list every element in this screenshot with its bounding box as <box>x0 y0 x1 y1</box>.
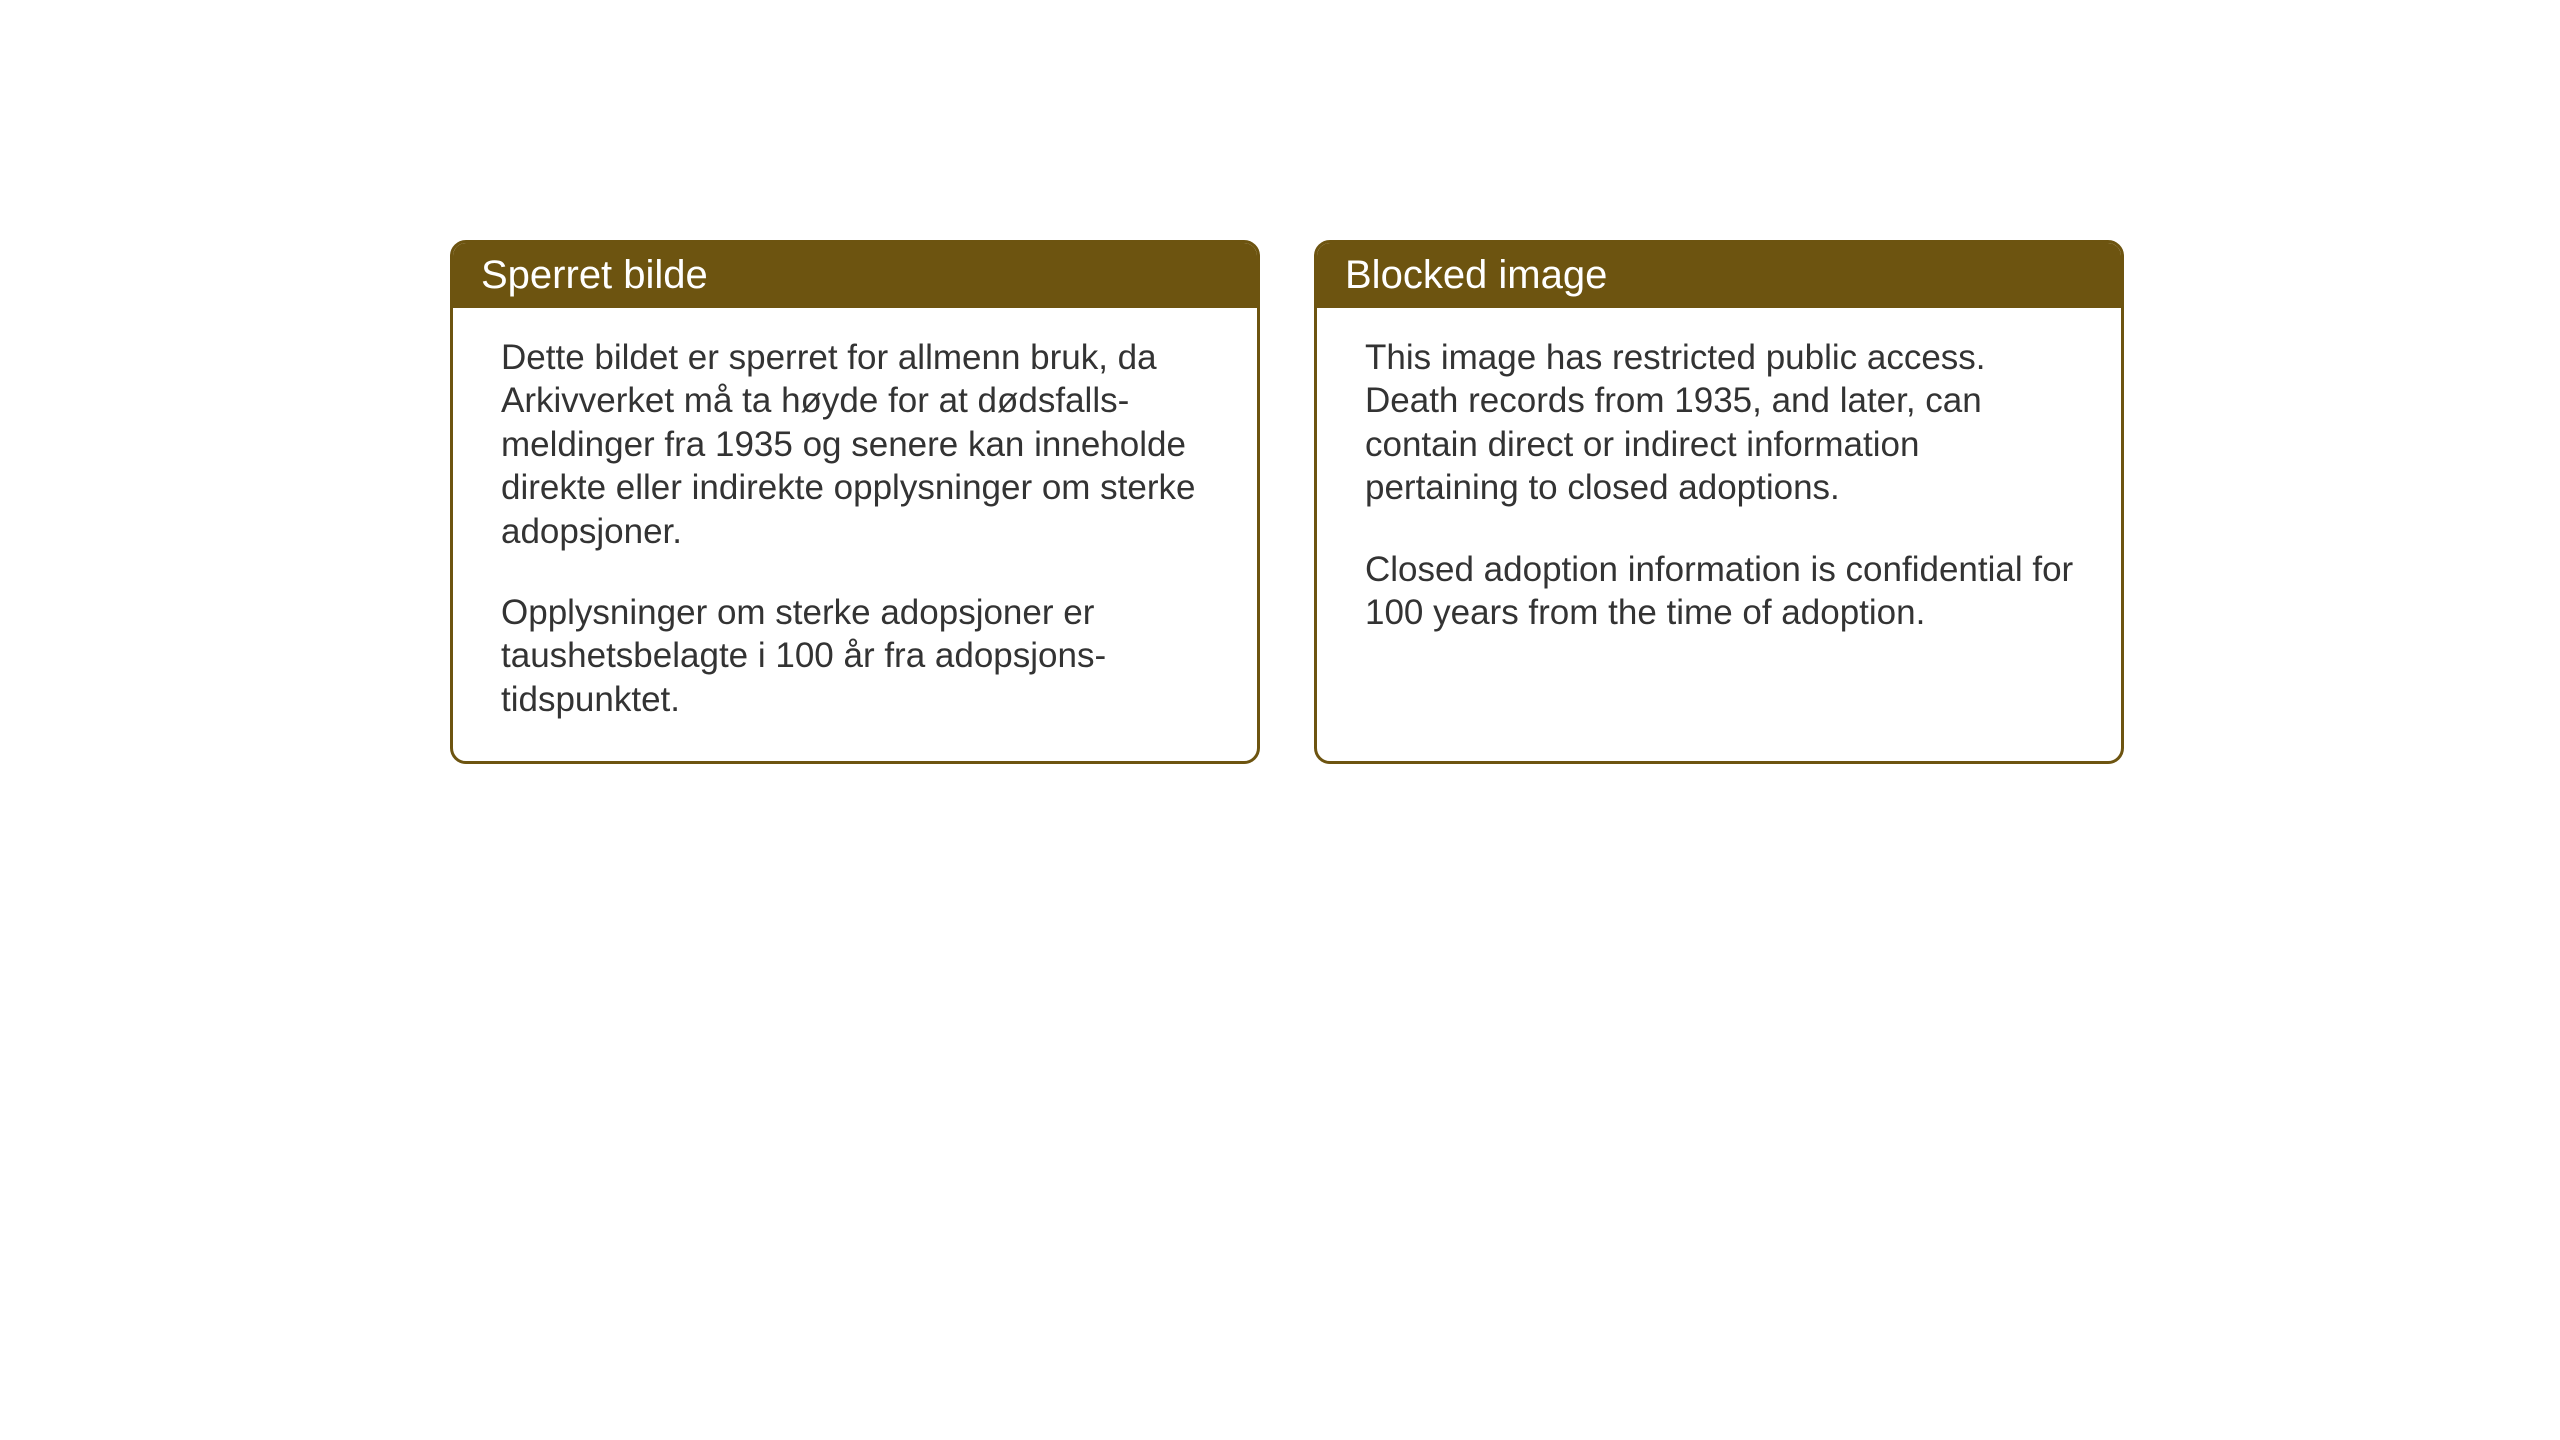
card-header-norwegian: Sperret bilde <box>453 243 1257 308</box>
paragraph-norwegian-2: Opplysninger om sterke adopsjoner er tau… <box>501 591 1217 721</box>
card-header-english: Blocked image <box>1317 243 2121 308</box>
paragraph-english-1: This image has restricted public access.… <box>1365 336 2081 510</box>
paragraph-english-2: Closed adoption information is confident… <box>1365 548 2081 635</box>
card-body-norwegian: Dette bildet er sperret for allmenn bruk… <box>453 308 1257 761</box>
paragraph-norwegian-1: Dette bildet er sperret for allmenn bruk… <box>501 336 1217 553</box>
notice-card-norwegian: Sperret bilde Dette bildet er sperret fo… <box>450 240 1260 764</box>
notice-card-english: Blocked image This image has restricted … <box>1314 240 2124 764</box>
notice-container: Sperret bilde Dette bildet er sperret fo… <box>450 240 2124 764</box>
card-title-english: Blocked image <box>1345 253 1607 297</box>
card-body-english: This image has restricted public access.… <box>1317 308 2121 674</box>
card-title-norwegian: Sperret bilde <box>481 253 708 297</box>
